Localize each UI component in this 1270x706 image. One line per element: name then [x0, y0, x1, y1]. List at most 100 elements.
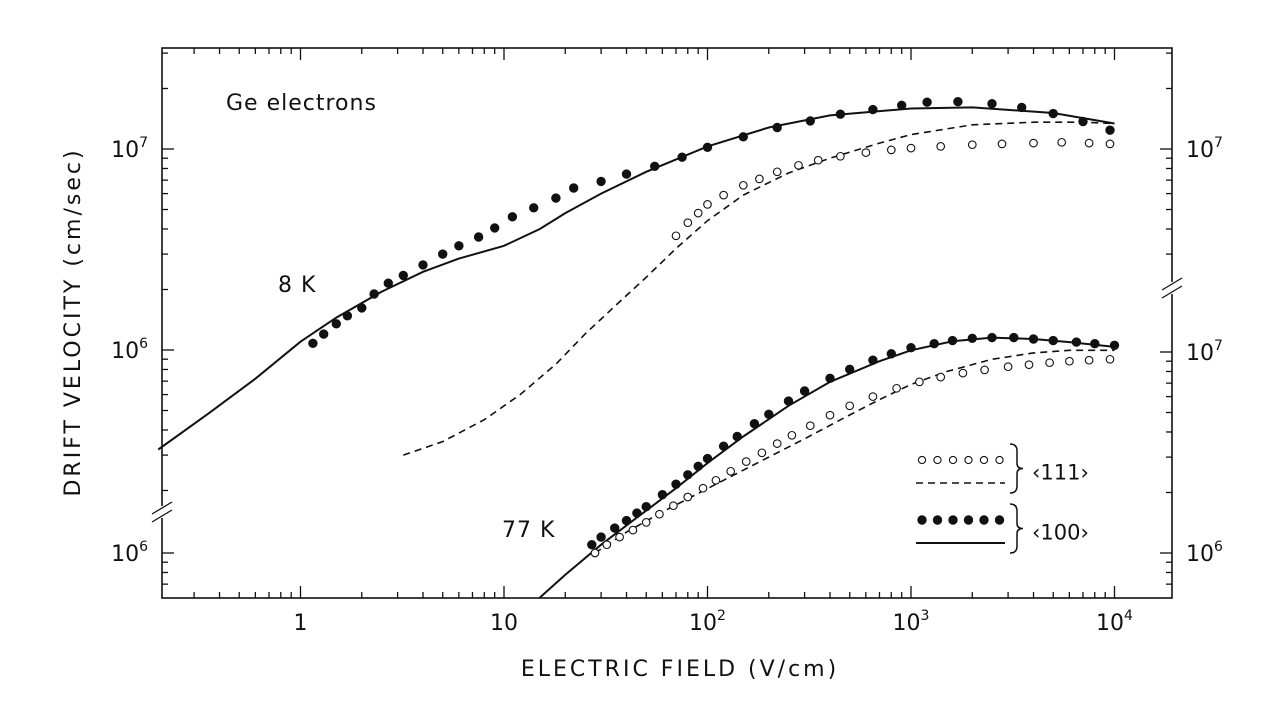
data-point-8k-111 [1105, 139, 1115, 149]
data-point-77k-100 [1048, 335, 1058, 346]
legend-marker [994, 515, 1005, 525]
data-point-77k-111 [787, 430, 797, 440]
data-point-77k-111 [757, 448, 767, 458]
legend-brace [1009, 443, 1024, 494]
legend: ‹111› ‹100› [916, 443, 1089, 554]
data-point-8k-111 [967, 140, 977, 150]
y-tick-label: 107 [111, 135, 148, 163]
data-point-77k-100 [621, 515, 632, 526]
legend-marker [979, 515, 989, 525]
x-tick-label: 10 [490, 611, 518, 636]
data-point-77k-100 [764, 409, 774, 419]
data-point-77k-111 [615, 532, 624, 542]
data-point-8k-100 [922, 97, 932, 107]
axis-break-mark [151, 509, 173, 523]
panel-label-77k: 77 K [502, 518, 555, 543]
axis-break-mark [151, 501, 173, 515]
data-point-77k-100 [683, 470, 693, 480]
data-point-8k-100 [897, 100, 907, 111]
data-point-8k-100 [953, 97, 963, 107]
axis-ticks [162, 48, 1172, 598]
data-point-77k-100 [732, 431, 742, 442]
legend-marker [917, 455, 927, 465]
legend-marker [933, 455, 942, 465]
data-point-8k-100 [702, 142, 713, 153]
data-point-77k-100 [1090, 339, 1100, 349]
data-point-77k-111 [772, 439, 782, 448]
data-point-77k-111 [628, 525, 638, 535]
data-point-77k-111 [915, 377, 924, 387]
data-point-77k-111 [1045, 358, 1054, 368]
y-tick-label: 107 [1186, 338, 1223, 366]
data-point-77k-100 [693, 461, 703, 471]
data-point-77k-100 [671, 479, 681, 489]
data-point-8k-111 [1057, 137, 1067, 147]
data-point-77k-100 [702, 453, 713, 464]
data-point-8k-100 [805, 116, 815, 126]
legend-marker [964, 455, 973, 465]
data-point-77k-111 [741, 457, 751, 466]
data-marks [157, 97, 1120, 599]
data-point-8k-100 [473, 232, 484, 242]
data-point-77k-100 [825, 373, 835, 383]
data-point-8k-111 [794, 160, 803, 170]
data-point-8k-100 [1105, 125, 1115, 135]
data-point-8k-111 [719, 190, 728, 200]
data-point-8k-111 [886, 145, 896, 155]
data-point-77k-100 [783, 396, 794, 406]
data-point-8k-100 [987, 99, 997, 109]
data-point-8k-111 [703, 200, 712, 209]
data-point-77k-100 [845, 364, 855, 374]
data-point-77k-100 [906, 343, 916, 353]
legend-marker [979, 455, 989, 465]
y-tick-label: 106 [111, 539, 148, 567]
data-point-8k-100 [331, 319, 341, 329]
x-tick-label: 104 [1096, 608, 1133, 636]
data-point-77k-111 [1003, 362, 1013, 372]
data-point-8k-100 [438, 249, 448, 259]
data-point-8k-100 [529, 203, 539, 213]
data-point-8k-100 [342, 311, 353, 321]
data-point-77k-111 [641, 518, 651, 527]
data-point-77k-111 [805, 421, 815, 431]
data-point-77k-111 [669, 501, 678, 511]
data-point-8k-100 [621, 169, 632, 179]
data-point-8k-111 [1084, 138, 1094, 148]
data-point-77k-111 [936, 372, 946, 382]
data-point-8k-100 [369, 289, 379, 299]
data-point-8k-111 [1029, 138, 1038, 148]
data-point-77k-111 [1084, 355, 1094, 365]
data-point-77k-100 [749, 419, 760, 429]
x-tick-label: 103 [893, 608, 930, 636]
data-point-77k-100 [947, 335, 958, 346]
data-point-77k-100 [1009, 332, 1019, 343]
data-point-77k-100 [987, 332, 997, 343]
data-point-77k-111 [845, 401, 855, 411]
data-point-8k-111 [772, 167, 782, 177]
data-point-77k-100 [596, 532, 606, 542]
data-point-77k-100 [1109, 340, 1120, 350]
data-point-8k-100 [308, 338, 318, 348]
data-point-8k-100 [650, 161, 660, 172]
data-point-77k-111 [726, 466, 736, 476]
data-point-8k-100 [596, 176, 606, 187]
y-tick-label: 107 [1186, 135, 1223, 163]
tick-labels: 1 10 102 103 104 106 107 107 106 106 107 [111, 135, 1223, 636]
data-point-77k-111 [1065, 356, 1074, 366]
data-point-8k-111 [936, 142, 946, 151]
data-point-77k-111 [980, 365, 989, 375]
legend-label: ‹100› [1032, 521, 1089, 545]
panel-label-8k: 8 K [278, 273, 316, 298]
data-point-77k-111 [868, 392, 878, 401]
data-point-77k-100 [641, 502, 651, 512]
data-point-8k-111 [683, 218, 693, 228]
x-axis-label: ELECTRIC FIELD (V/cm) [521, 657, 839, 682]
data-point-8k-111 [997, 139, 1007, 149]
data-point-77k-111 [1105, 354, 1115, 364]
data-point-77k-100 [632, 508, 642, 518]
data-point-77k-111 [683, 492, 693, 502]
legend-brace [1009, 503, 1024, 554]
data-point-8k-100 [738, 132, 748, 142]
legend-marker [948, 515, 958, 525]
